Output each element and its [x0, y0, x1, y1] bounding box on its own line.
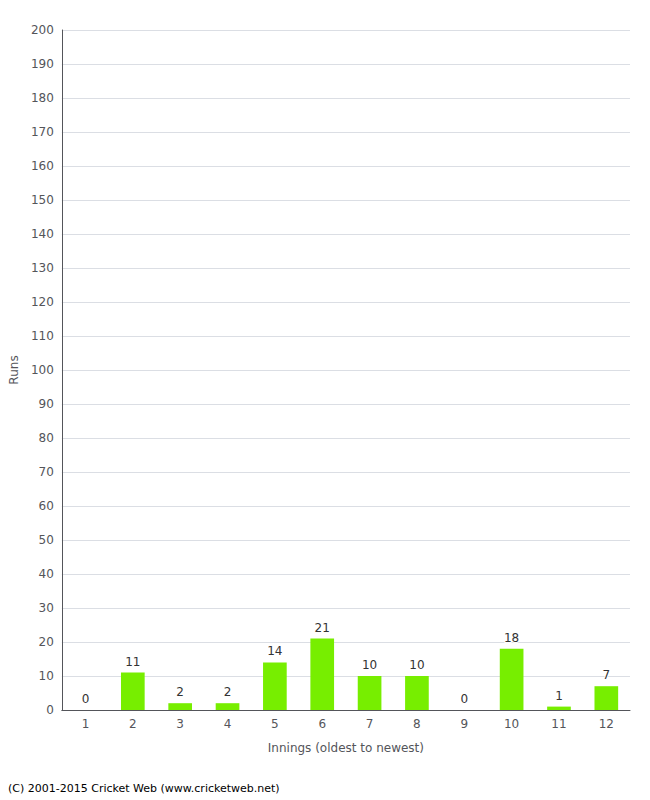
- svg-text:Runs: Runs: [7, 355, 21, 384]
- svg-text:100: 100: [31, 363, 54, 377]
- svg-text:10: 10: [362, 658, 377, 672]
- svg-text:30: 30: [39, 601, 54, 615]
- svg-text:2: 2: [224, 685, 232, 699]
- svg-text:160: 160: [31, 159, 54, 173]
- svg-text:18: 18: [504, 631, 519, 645]
- svg-text:10: 10: [409, 658, 424, 672]
- svg-text:12: 12: [599, 717, 614, 731]
- svg-text:130: 130: [31, 261, 54, 275]
- svg-text:200: 200: [31, 23, 54, 37]
- svg-text:9: 9: [460, 717, 468, 731]
- svg-text:10: 10: [504, 717, 519, 731]
- svg-text:1: 1: [82, 717, 90, 731]
- svg-text:150: 150: [31, 193, 54, 207]
- svg-text:60: 60: [39, 499, 54, 513]
- svg-text:70: 70: [39, 465, 54, 479]
- svg-text:21: 21: [315, 621, 330, 635]
- svg-text:(C) 2001-2015 Cricket Web (www: (C) 2001-2015 Cricket Web (www.cricketwe…: [8, 782, 280, 795]
- svg-text:180: 180: [31, 91, 54, 105]
- svg-text:1: 1: [555, 689, 563, 703]
- svg-text:170: 170: [31, 125, 54, 139]
- svg-text:20: 20: [39, 635, 54, 649]
- svg-text:90: 90: [39, 397, 54, 411]
- svg-text:140: 140: [31, 227, 54, 241]
- svg-text:80: 80: [39, 431, 54, 445]
- svg-text:2: 2: [129, 717, 137, 731]
- svg-text:3: 3: [176, 717, 184, 731]
- svg-text:0: 0: [82, 692, 90, 706]
- svg-text:8: 8: [413, 717, 421, 731]
- svg-text:7: 7: [366, 717, 374, 731]
- svg-text:10: 10: [39, 669, 54, 683]
- svg-text:0: 0: [460, 692, 468, 706]
- svg-text:2: 2: [176, 685, 184, 699]
- svg-text:110: 110: [31, 329, 54, 343]
- svg-text:Innings (oldest to newest): Innings (oldest to newest): [268, 741, 424, 755]
- svg-text:50: 50: [39, 533, 54, 547]
- svg-text:5: 5: [271, 717, 279, 731]
- svg-text:6: 6: [318, 717, 326, 731]
- svg-text:0: 0: [46, 703, 54, 717]
- svg-text:14: 14: [267, 644, 282, 658]
- svg-text:190: 190: [31, 57, 54, 71]
- svg-text:120: 120: [31, 295, 54, 309]
- svg-text:11: 11: [551, 717, 566, 731]
- svg-text:40: 40: [39, 567, 54, 581]
- svg-text:7: 7: [603, 668, 611, 682]
- svg-text:11: 11: [125, 655, 140, 669]
- svg-text:4: 4: [224, 717, 232, 731]
